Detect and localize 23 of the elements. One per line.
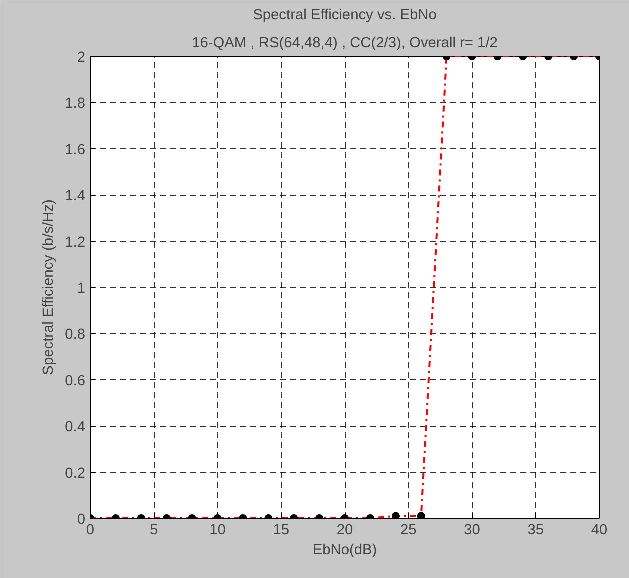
y-tick-label: 1.2 (65, 234, 86, 251)
y-axis-title: Spectral Efficiency (b/s/Hz) (41, 200, 58, 376)
y-tick-label: 1.8 (65, 96, 86, 112)
y-tick-label: 1.4 (65, 188, 86, 205)
y-tick-label: 1.6 (65, 142, 86, 158)
chart-subtitle: 16-QAM , RS(64,48,4) , CC(2/3), Overall r= 1/2 (192, 36, 498, 52)
x-tick-label: 25 (400, 522, 417, 538)
y-tick-label: 0.6 (65, 373, 86, 390)
x-tick-label: 15 (273, 522, 290, 538)
chart-title: Spectral Efficiency vs. EbNo (253, 8, 437, 24)
y-tick-label: 0.2 (65, 466, 86, 482)
x-tick-label: 40 (591, 522, 608, 538)
y-tick-label: 1 (77, 281, 86, 297)
y-tick-label: 2 (77, 50, 86, 66)
x-tick-label: 5 (150, 522, 158, 538)
x-tick-label: 10 (210, 522, 226, 538)
y-tick-label: 0 (77, 512, 86, 528)
y-tick-label: 0.4 (65, 420, 86, 436)
x-tick-label: 20 (336, 522, 354, 538)
x-tick-label: 35 (528, 522, 544, 538)
x-tick-label: 30 (464, 522, 480, 538)
y-tick-label: 0.8 (65, 327, 86, 344)
x-axis-title: EbNo(dB) (312, 542, 378, 558)
